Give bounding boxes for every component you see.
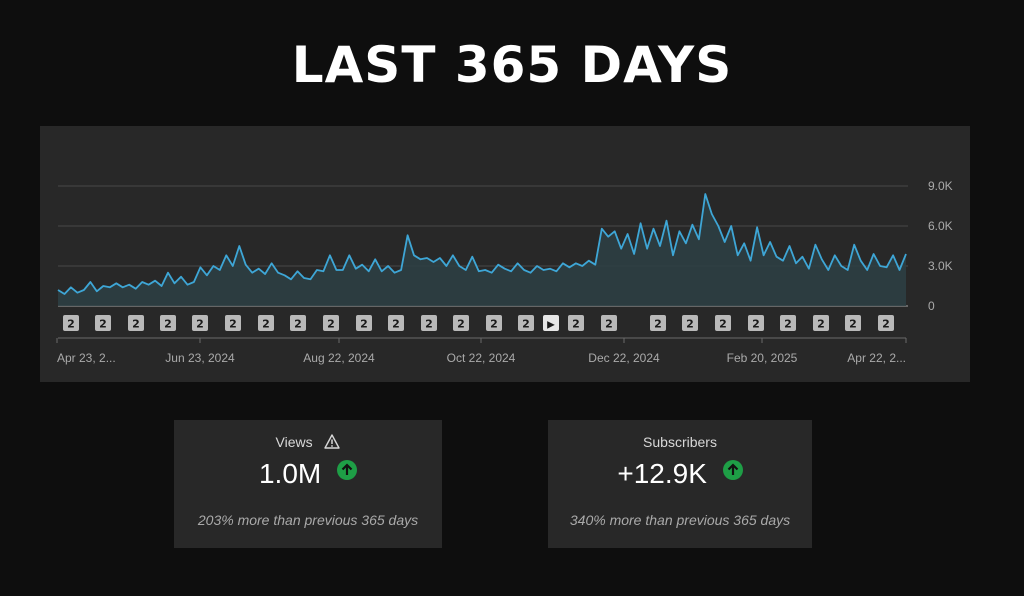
- chart-marker-label: 2: [229, 318, 237, 331]
- chart-marker-label: 2: [522, 318, 530, 331]
- chart-marker: [748, 315, 764, 331]
- views-comparison: 203% more than previous 365 days: [197, 512, 419, 528]
- chart-marker: [568, 315, 584, 331]
- chart-marker: [878, 315, 894, 331]
- x-tick-label: Feb 20, 2025: [727, 351, 798, 365]
- page-title: LAST 365 DAYS: [291, 36, 733, 94]
- chart-marker-label: 2: [360, 318, 368, 331]
- x-tick-label: Apr 23, 2...: [57, 351, 116, 365]
- x-tick-label: Oct 22, 2024: [447, 351, 516, 365]
- chart-marker: [192, 315, 208, 331]
- series-area: [58, 194, 906, 306]
- chart-marker: [63, 315, 79, 331]
- y-tick-label: 9.0K: [928, 179, 953, 193]
- series-line: [57, 193, 907, 295]
- chart-marker: [453, 315, 469, 331]
- chart-marker-label: 2: [752, 318, 760, 331]
- chart-marker: [715, 315, 731, 331]
- chart-marker-label: 2: [67, 318, 75, 331]
- chart-marker: [290, 315, 306, 331]
- chart-marker-label: 2: [817, 318, 825, 331]
- chart-marker: [601, 315, 617, 331]
- chart-marker-label: 2: [654, 318, 662, 331]
- chart-marker: [682, 315, 698, 331]
- y-tick-label: 6.0K: [928, 219, 953, 233]
- chart-marker: [356, 315, 372, 331]
- arrow-up-icon: [337, 460, 358, 480]
- chart-marker-label: 2: [849, 318, 857, 331]
- chart-marker-label: 2: [719, 318, 727, 331]
- x-tick-label: Jun 23, 2024: [165, 351, 235, 365]
- y-tick-label: 3.0K: [928, 259, 953, 273]
- x-tick-label: Apr 22, 2...: [847, 351, 906, 365]
- chart-marker-label: 2: [572, 318, 580, 331]
- chart-marker: [128, 315, 144, 331]
- chart-marker: [518, 315, 534, 331]
- arrow-up-icon: [722, 460, 743, 480]
- subscribers-comparison: 340% more than previous 365 days: [569, 512, 791, 528]
- chart-marker: [388, 315, 404, 331]
- chart-marker-label: 2: [784, 318, 792, 331]
- chart-marker: [95, 315, 111, 331]
- views-label: Views: [275, 434, 313, 450]
- chart-marker: [323, 315, 339, 331]
- chart-marker-label: 2: [294, 318, 302, 331]
- chart-marker-label: 2: [490, 318, 498, 331]
- subscribers-value: +12.9K: [617, 458, 707, 489]
- chart-marker-label: 2: [164, 318, 172, 331]
- views-value: 1.0M: [258, 458, 322, 489]
- subscribers-card[interactable]: Subscribers +12.9K 340% more than previo…: [548, 420, 812, 548]
- chart-marker: [421, 315, 437, 331]
- chart-marker-label: 2: [132, 318, 140, 331]
- chart-marker: [225, 315, 241, 331]
- chart-panel: 9.0K 6.0K 3.0K 0 2 2 2 2 2 2 2 2 2 2 2 2 2 2 2 ▶ 2 2 2 2 2 2 2 2 2 2…: [40, 126, 970, 382]
- chart-marker: [486, 315, 502, 331]
- chart-marker-label: 2: [262, 318, 270, 331]
- chart-marker-label: 2: [605, 318, 613, 331]
- chart-marker: [813, 315, 829, 331]
- x-tick-label: Aug 22, 2024: [303, 351, 375, 365]
- chart-marker-label: 2: [99, 318, 107, 331]
- chart-marker: [258, 315, 274, 331]
- chart-marker-label: 2: [457, 318, 465, 331]
- chart-marker: [650, 315, 666, 331]
- chart-marker: [543, 315, 559, 331]
- chart-marker-label: 2: [196, 318, 204, 331]
- chart-marker-label: 2: [392, 318, 400, 331]
- chart-marker: [780, 315, 796, 331]
- chart-marker-label: ▶: [547, 320, 555, 331]
- chart-marker-label: 2: [686, 318, 694, 331]
- y-tick-label: 0: [928, 299, 935, 313]
- chart-marker-label: 2: [882, 318, 890, 331]
- chart-marker: [160, 315, 176, 331]
- views-card[interactable]: Views 1.0M 203% more than previous 365 d…: [174, 420, 442, 548]
- subscribers-label: Subscribers: [643, 434, 717, 450]
- views-chart[interactable]: 9.0K 6.0K 3.0K 0 2 2 2 2 2 2 2 2 2 2 2 2 2 2 2 ▶ 2 2 2 2 2 2 2 2 2 2…: [40, 126, 970, 382]
- chart-marker: [845, 315, 861, 331]
- chart-marker-label: 2: [425, 318, 433, 331]
- warning-icon[interactable]: [324, 434, 341, 453]
- x-tick-label: Dec 22, 2024: [588, 351, 660, 365]
- chart-marker-label: 2: [327, 318, 335, 331]
